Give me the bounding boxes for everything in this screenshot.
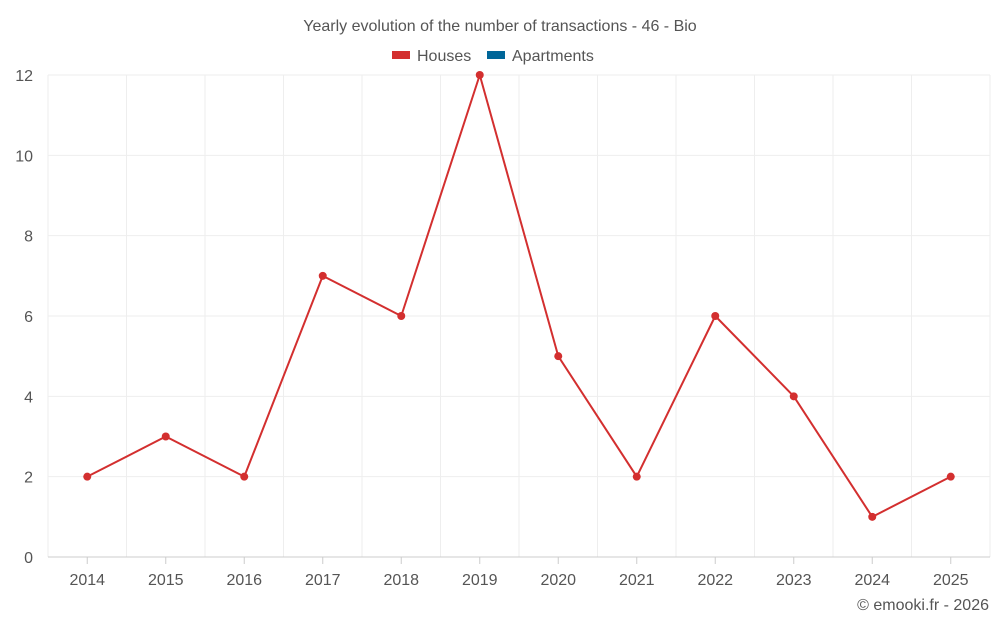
- legend-item-apartments[interactable]: Apartments: [487, 48, 594, 65]
- x-tick-label: 2021: [619, 572, 655, 589]
- x-tick-label: 2017: [305, 572, 341, 589]
- legend: Houses Apartments: [392, 48, 594, 65]
- x-tick-label: 2018: [383, 572, 419, 589]
- legend-item-houses[interactable]: Houses: [392, 48, 471, 65]
- data-point-houses[interactable]: [475, 71, 484, 79]
- x-tick-label: 2016: [226, 572, 262, 589]
- data-point-houses[interactable]: [632, 472, 641, 481]
- x-tick-label: 2022: [697, 572, 733, 589]
- data-point-houses[interactable]: [946, 472, 955, 481]
- grid: [47, 74, 991, 557]
- y-tick-label: 0: [24, 550, 33, 567]
- y-tick-label: 12: [15, 68, 33, 85]
- y-axis-ticks: 0 2 4 6 8 10 12: [15, 68, 33, 567]
- legend-label-apartments: Apartments: [512, 48, 594, 65]
- y-tick-label: 6: [24, 309, 33, 326]
- data-point-houses[interactable]: [789, 392, 798, 401]
- data-point-houses[interactable]: [868, 512, 877, 521]
- x-tick-label: 2024: [854, 572, 890, 589]
- legend-swatch-houses: [392, 51, 410, 59]
- legend-swatch-apartments: [487, 51, 505, 59]
- data-point-houses[interactable]: [318, 271, 327, 280]
- x-tick-label: 2020: [540, 572, 576, 589]
- legend-label-houses: Houses: [417, 48, 471, 65]
- series-line-houses: [86, 74, 952, 518]
- series-houses: [83, 71, 955, 521]
- x-tick-label: 2019: [462, 572, 498, 589]
- x-tick-label: 2015: [148, 572, 184, 589]
- x-axis-ticks: 2014 2015 2016 2017 2018 2019 2020 2021 2022 2023…: [69, 572, 968, 589]
- footer-credit: © emooki.fr - 2026: [857, 597, 989, 614]
- data-point-houses[interactable]: [83, 472, 92, 481]
- y-tick-label: 4: [24, 389, 33, 406]
- data-point-houses[interactable]: [240, 472, 249, 481]
- data-point-houses[interactable]: [161, 432, 170, 441]
- y-tick-label: 8: [24, 229, 33, 246]
- x-tick-label: 2023: [776, 572, 812, 589]
- x-tick-label: 2025: [933, 572, 969, 589]
- data-point-houses[interactable]: [397, 312, 406, 320]
- chart-title: Yearly evolution of the number of transa…: [303, 18, 697, 35]
- data-point-houses[interactable]: [711, 312, 720, 320]
- y-tick-label: 10: [15, 148, 33, 165]
- data-point-houses[interactable]: [554, 352, 563, 361]
- y-tick-label: 2: [24, 470, 33, 487]
- x-tick-label: 2014: [69, 572, 105, 589]
- axes: [48, 556, 990, 564]
